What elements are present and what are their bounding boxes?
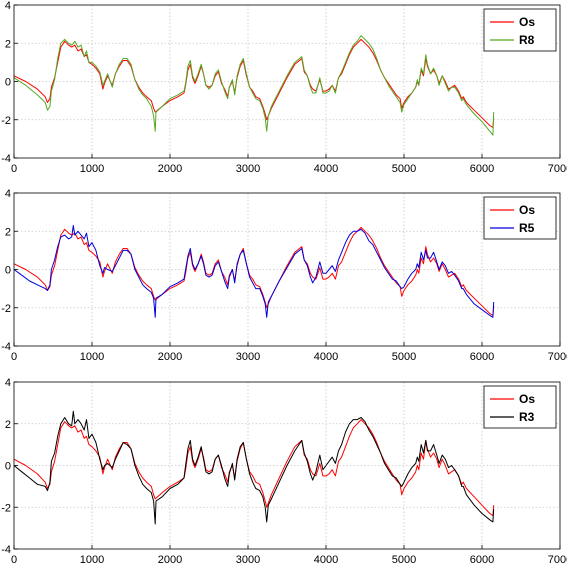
legend-label-os: Os [519, 15, 535, 29]
x-tick-label: 5000 [392, 554, 416, 566]
y-tick-label: 2 [5, 38, 11, 50]
x-tick-label: 6000 [470, 351, 494, 363]
series-line-r8 [13, 35, 495, 136]
y-tick-label: 4 [5, 188, 11, 200]
chart-panel-1: 0 1000 2000 3000 4000 5000 6000 7000 -4 -2 0 2 4 Os R8 [1, 0, 567, 175]
x-tick-label: 1000 [80, 554, 104, 566]
y-tick-label: 4 [5, 377, 11, 389]
x-tick-label: 2000 [158, 351, 182, 363]
x-tick-label: 6000 [470, 163, 494, 175]
y-tick-label: -2 [1, 303, 11, 315]
series-line-os [13, 419, 495, 517]
series-line-os [13, 226, 495, 316]
x-tick-label: 5000 [392, 351, 416, 363]
legend-label-r8: R8 [519, 33, 535, 47]
legend: Os R8 [483, 8, 557, 52]
x-tick-label: 0 [11, 554, 17, 566]
series-line-r3 [13, 410, 495, 525]
y-tick-label: -4 [1, 341, 11, 353]
x-tick-label: 1000 [80, 351, 104, 363]
legend: Os R5 [483, 196, 557, 240]
y-tick-label: -4 [1, 544, 11, 556]
y-tick-label: 4 [5, 0, 11, 12]
x-tick-label: 7000 [548, 554, 567, 566]
chart-panel-3: 0 1000 2000 3000 4000 5000 6000 7000 -4 -2 0 2 4 Os R3 [1, 377, 567, 566]
y-tick-label: -2 [1, 115, 11, 127]
x-tick-label: 2000 [158, 554, 182, 566]
x-tick-label: 0 [11, 163, 17, 175]
x-tick-label: 5000 [392, 163, 416, 175]
x-tick-label: 7000 [548, 351, 567, 363]
legend-label-os: Os [519, 392, 535, 406]
legend-box [483, 196, 557, 240]
y-tick-label: 0 [5, 77, 11, 89]
x-tick-label: 0 [11, 351, 17, 363]
legend-box [483, 385, 557, 429]
legend-box [483, 8, 557, 52]
legend-label-os: Os [519, 203, 535, 217]
x-tick-label: 4000 [314, 351, 338, 363]
y-tick-label: 0 [5, 265, 11, 277]
x-tick-label: 1000 [80, 163, 104, 175]
x-tick-label: 2000 [158, 163, 182, 175]
legend-label-r5: R5 [519, 221, 535, 235]
x-tick-label: 3000 [236, 163, 260, 175]
series-line-r5 [13, 225, 495, 318]
y-tick-label: -4 [1, 153, 11, 165]
legend: Os R3 [483, 385, 557, 429]
x-tick-label: 3000 [236, 351, 260, 363]
x-tick-label: 3000 [236, 554, 260, 566]
y-tick-label: 2 [5, 226, 11, 238]
y-tick-label: 2 [5, 419, 11, 431]
x-tick-label: 4000 [314, 163, 338, 175]
y-tick-label: 0 [5, 461, 11, 473]
chart-panel-2: 0 1000 2000 3000 4000 5000 6000 7000 -4 -2 0 2 4 Os R5 [1, 188, 567, 363]
x-tick-label: 4000 [314, 554, 338, 566]
y-tick-label: -2 [1, 502, 11, 514]
x-tick-label: 7000 [548, 163, 567, 175]
x-tick-label: 6000 [470, 554, 494, 566]
legend-label-r3: R3 [519, 410, 535, 424]
